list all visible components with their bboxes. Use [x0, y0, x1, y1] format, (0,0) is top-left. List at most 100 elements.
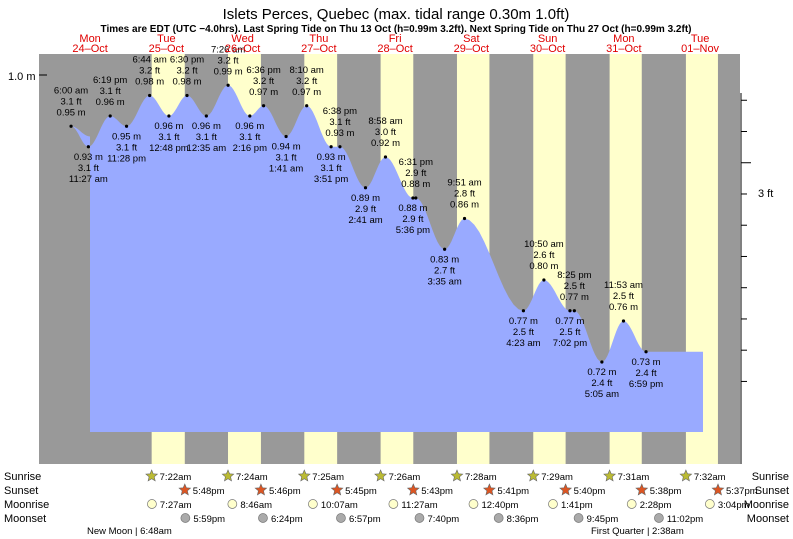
moonset-time: 5:59pm — [193, 514, 225, 525]
tide-label: 2:16 pm — [233, 143, 267, 154]
tide-label: 6:38 pm — [323, 106, 357, 117]
sunrise-star-icon — [145, 469, 159, 482]
day-date: 26–Oct — [225, 43, 260, 55]
sunrise-time: 7:26am — [389, 472, 421, 483]
moonset-moon-icon — [336, 513, 346, 523]
tide-label: 3.1 ft — [78, 163, 99, 174]
sunset-time: 5:45pm — [345, 486, 377, 497]
tide-point — [69, 124, 73, 128]
tide-label: 0.83 m — [430, 254, 459, 265]
tide-point — [124, 124, 129, 128]
tide-point — [462, 216, 467, 221]
tide-label: 3.1 ft — [60, 96, 81, 107]
right-axis-label: 3 ft — [758, 188, 773, 200]
tide-label: 0.86 m — [450, 200, 479, 211]
sunrise-time: 7:24am — [236, 472, 268, 483]
tide-label: 0.95 m — [112, 131, 141, 142]
tide-label: 0.94 m — [272, 142, 301, 153]
moonrise-time: 11:27am — [401, 500, 437, 511]
chart-subtitle: Times are EDT (UTC −4.0hrs). Last Spring… — [101, 24, 692, 35]
day-of-week: Mon — [79, 33, 100, 45]
sunset-time: 5:43pm — [421, 486, 453, 497]
day-of-week: Sat — [463, 33, 480, 45]
tide-label: 0.97 m — [249, 87, 278, 98]
tide-label: 6:36 pm — [246, 65, 280, 76]
tide-label: 0.77 m — [509, 316, 538, 327]
tide-label: 11:27 am — [69, 174, 108, 185]
tide-label: 3.2 ft — [218, 55, 239, 66]
tide-label: 11:28 pm — [107, 153, 146, 164]
tide-point — [329, 145, 333, 149]
tide-label: 0.73 m — [632, 357, 661, 368]
axes: 1.0 m 3 ft — [8, 71, 773, 464]
tide-point — [572, 309, 576, 313]
day-of-week: Fri — [389, 33, 402, 45]
day-date: 30–Oct — [530, 43, 565, 55]
day-of-week: Sun — [538, 33, 558, 45]
moonrise-moon-icon — [308, 499, 318, 509]
right-margin — [740, 54, 793, 464]
tide-label: 3.1 ft — [116, 142, 137, 153]
moonset-time: 6:24pm — [271, 514, 303, 525]
tide-label: 5:36 pm — [396, 225, 430, 236]
tide-label: 0.88 m — [398, 203, 427, 214]
sunset-star-icon — [482, 483, 496, 496]
moonrise-moon-icon — [468, 499, 479, 509]
moonset-time: 8:36pm — [507, 514, 539, 525]
tide-label: 0.92 m — [371, 138, 400, 149]
tide-label: 0.96 m — [192, 121, 221, 132]
tide-point — [204, 114, 208, 118]
tide-point — [338, 145, 342, 149]
tide-label: 0.77 m — [560, 292, 589, 303]
sunset-time: 5:48pm — [193, 486, 225, 497]
tide-label: 2.9 ft — [405, 168, 426, 179]
moonset-row-label-left: Moonset — [4, 513, 46, 525]
day-date: 28–Oct — [377, 43, 412, 55]
day-date: 27–Oct — [301, 43, 336, 55]
moonset-time: 9:45pm — [587, 514, 619, 525]
tide-label: 12:35 am — [187, 143, 227, 154]
tide-label: 8:10 am — [290, 65, 324, 76]
left-axis-label: 1.0 m — [8, 71, 36, 83]
tide-point — [414, 196, 418, 200]
sunset-star-icon — [559, 483, 573, 496]
tide-label: 8:25 pm — [557, 270, 591, 281]
tide-label: 2.5 ft — [613, 291, 634, 302]
tide-label: 0.72 m — [587, 367, 616, 378]
tide-point — [261, 104, 266, 108]
sunrise-time: 7:25am — [312, 472, 344, 483]
tide-point — [521, 309, 526, 313]
tide-label: 0.96 m — [96, 97, 125, 108]
tide-label: 0.80 m — [529, 261, 558, 272]
day-of-week: Wed — [231, 33, 253, 45]
moonset-moon-icon — [258, 513, 268, 523]
tide-area — [71, 85, 704, 433]
moonset-time: 7:40pm — [427, 514, 459, 525]
sunset-star-icon — [330, 483, 344, 496]
day-date: 25–Oct — [149, 43, 184, 55]
tide-point — [148, 93, 152, 98]
moon-phase-new-moon: New Moon | 6:48am — [87, 526, 172, 537]
tide-label: 0.99 m — [214, 66, 243, 77]
moonset-moon-icon — [414, 513, 425, 523]
tide-label: 6:00 am — [54, 85, 88, 96]
sunset-time: 5:41pm — [497, 486, 529, 497]
sunset-star-icon — [711, 483, 725, 496]
sunset-time: 5:37pm — [726, 486, 758, 497]
moonset-moon-icon — [180, 513, 191, 523]
tide-point — [226, 83, 230, 87]
day-date: 01–Nov — [681, 43, 719, 55]
tide-label: 0.95 m — [57, 107, 86, 118]
tide-label: 11:53 am — [604, 280, 643, 291]
tide-label: 3.2 ft — [253, 76, 274, 87]
tide-point — [305, 104, 309, 108]
sunrise-row-label-right: Sunrise — [752, 471, 789, 483]
moonrise-moon-icon — [548, 499, 558, 509]
sunrise-star-icon — [297, 469, 311, 482]
day-of-week: Thu — [309, 33, 328, 45]
moonset-row-label-right: Moonset — [747, 513, 789, 525]
tide-label: 5:05 am — [585, 389, 619, 400]
moonrise-moon-icon — [147, 499, 157, 509]
